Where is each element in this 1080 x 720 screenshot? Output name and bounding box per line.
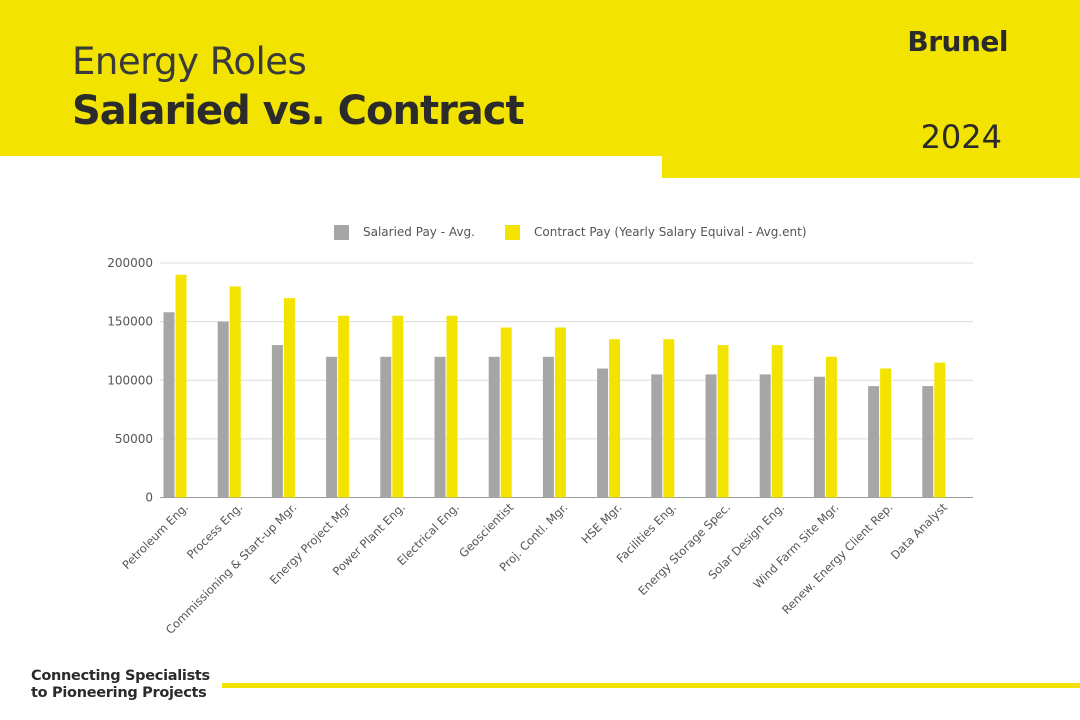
bar-salaried [651, 374, 663, 498]
y-tick-label: 0 [145, 491, 153, 505]
x-tick-label: HSE Mgr. [578, 500, 624, 546]
bar-salaried [163, 312, 175, 498]
header-band-right [662, 0, 1080, 178]
bar-contract [446, 315, 458, 498]
bar-salaried [705, 374, 717, 498]
chart-legend: Salaried Pay - Avg. Contract Pay (Yearly… [334, 225, 807, 240]
bar-contract [175, 274, 187, 498]
bar-salaried [542, 356, 554, 498]
bar-contract [392, 315, 404, 498]
tagline-line-1: Connecting Specialists [31, 668, 210, 684]
legend-label-contract: Contract Pay (Yearly Salary Equival - Av… [534, 225, 807, 239]
y-tick-label: 150000 [107, 315, 153, 329]
bar-contract [663, 339, 675, 498]
bar-salaried [868, 386, 880, 498]
legend-swatch-contract [505, 225, 520, 240]
x-tick-label: Petroleum Eng. [119, 500, 191, 572]
brand-logo: Brunel [907, 25, 1008, 58]
legend-swatch-salaried [334, 225, 349, 240]
bar-salaried [217, 321, 229, 498]
x-axis: Petroleum Eng.Process Eng.Commissioning … [119, 500, 950, 637]
bar-contract [717, 345, 729, 498]
bar-contract [825, 356, 837, 498]
bar-salaried [380, 356, 392, 498]
header-band [0, 0, 662, 156]
legend-label-salaried: Salaried Pay - Avg. [363, 225, 475, 239]
bar-contract [500, 327, 512, 498]
bar-salaried [271, 345, 283, 498]
bar-salaried [813, 376, 825, 498]
y-axis: 0 50000 100000 150000 200000 [107, 256, 153, 505]
page-title: Salaried vs. Contract [72, 88, 525, 134]
x-tick-label: Data Analyst [888, 500, 950, 562]
y-tick-label: 50000 [115, 432, 153, 446]
bar-contract [771, 345, 783, 498]
bar-contract [229, 286, 241, 498]
bar-salaried [434, 356, 446, 498]
x-tick-label: Geoscientist [456, 500, 517, 561]
bar-contract [283, 298, 295, 498]
x-tick-label: Renew. Energy Client Rep. [779, 500, 896, 617]
bar-contract [338, 315, 350, 498]
tagline: Connecting Specialists to Pioneering Pro… [31, 668, 210, 702]
bar-salaried [922, 386, 934, 498]
bar-contract [554, 327, 566, 498]
chart-gridlines [160, 262, 973, 498]
footer-divider [222, 683, 1080, 688]
chart-bars [163, 274, 946, 498]
bar-salaried [488, 356, 500, 498]
page-subtitle: Energy Roles [72, 40, 307, 83]
bar-contract [880, 368, 892, 498]
y-tick-label: 100000 [107, 373, 153, 387]
tagline-line-2: to Pioneering Projects [31, 685, 207, 701]
bar-salaried [326, 356, 338, 498]
year-label: 2024 [920, 118, 1002, 156]
bar-chart: Salaried Pay - Avg. Contract Pay (Yearly… [107, 225, 973, 637]
bar-contract [934, 362, 946, 498]
bar-salaried [759, 374, 771, 498]
x-tick-label: Energy Storage Spec. [635, 500, 733, 598]
bar-contract [609, 339, 621, 498]
y-tick-label: 200000 [107, 256, 153, 270]
bar-salaried [597, 368, 609, 498]
